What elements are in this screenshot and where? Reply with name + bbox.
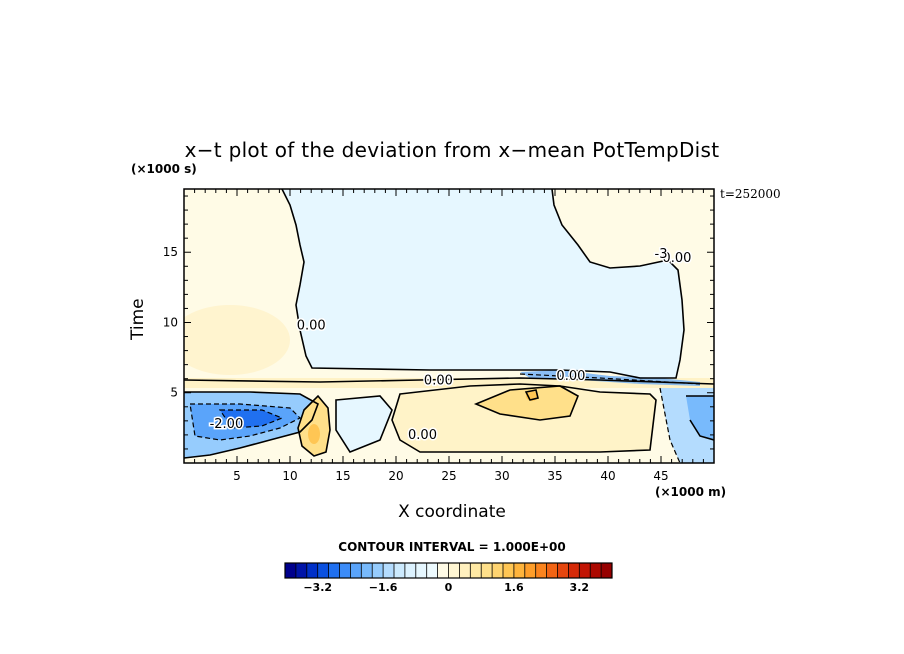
x-tick-label: 5 <box>233 469 241 483</box>
x-tick-label: 15 <box>335 469 350 483</box>
colorbar-swatch <box>579 563 591 578</box>
contour-line-center-core <box>473 385 580 421</box>
dashed-contour-left <box>189 403 302 441</box>
y-tick-label: 15 <box>163 245 178 259</box>
colorbar-swatch <box>372 563 384 578</box>
colorbar-swatch <box>437 563 449 578</box>
x-tick-label: 35 <box>547 469 562 483</box>
warm-blob-left <box>184 305 290 375</box>
colorbar-swatch <box>492 563 504 578</box>
colorbar-swatch <box>295 563 308 578</box>
contour-line-mid <box>335 395 393 453</box>
colorbar-swatch <box>535 563 547 578</box>
colorbar-swatch <box>383 563 395 578</box>
contour-label: -3 <box>655 247 668 262</box>
colorbar-swatch <box>601 563 613 578</box>
time-stamp: t=252000 <box>720 187 781 201</box>
y-axis-unit: (×1000 s) <box>131 162 197 176</box>
contour-label: 0.00 <box>408 428 437 443</box>
contour-line-band <box>184 377 714 385</box>
colorbar-swatch <box>590 563 602 578</box>
axes: 5 10 15 20 25 30 35 40 45 5 10 15 <box>163 188 715 483</box>
x-tick-label: 10 <box>282 469 297 483</box>
dashed-contour-right <box>659 387 681 463</box>
colorbar-swatch <box>557 563 569 578</box>
colorbar-swatch <box>470 563 482 578</box>
contour-label: 0.00 <box>662 251 691 266</box>
colorbar-swatch <box>568 563 580 578</box>
contour-line-right <box>686 395 714 441</box>
contour-label: -2.00 <box>210 417 244 432</box>
contour-line-center <box>391 383 657 453</box>
chart-title: x−t plot of the deviation from x−mean Po… <box>184 138 720 162</box>
colorbar-swatch <box>361 563 373 578</box>
dashed-contour-streak <box>519 373 701 385</box>
contour-line-left <box>184 391 319 459</box>
contour-interval-label: CONTOUR INTERVAL = 1.000E+00 <box>338 540 566 554</box>
negative-contour-lines <box>189 373 701 463</box>
colorbar-swatch <box>546 563 558 578</box>
contour-label: 0.00 <box>424 373 453 388</box>
colorbar-swatch <box>306 563 318 578</box>
colorbar-swatch <box>459 563 471 578</box>
warm-band <box>184 378 714 388</box>
y-tick-label: 10 <box>163 315 178 329</box>
colorbar-tick-label: 0 <box>445 581 453 594</box>
colorbar-swatch <box>394 563 406 578</box>
colorbar-swatch <box>426 563 438 578</box>
contour-label: 0.00 <box>297 319 326 334</box>
x-axis-unit: (×1000 m) <box>655 485 727 499</box>
negative-core-left-deep <box>220 410 282 428</box>
x-axis-label: X coordinate <box>398 502 506 522</box>
negative-region-upper <box>282 189 684 378</box>
warm-core-x12 <box>308 424 320 444</box>
cool-patch-mid <box>336 396 392 452</box>
colorbar-tick-label: −1.6 <box>369 581 398 594</box>
dashed-contour-left-deep <box>218 409 284 429</box>
x-tick-label: 20 <box>388 469 403 483</box>
colorbar-swatch <box>513 563 526 578</box>
x-tick-label: 30 <box>494 469 509 483</box>
x-tick-label: 25 <box>441 469 456 483</box>
colorbar-frame <box>284 562 613 579</box>
colorbar-swatch <box>317 563 329 578</box>
contour-line-zero-main <box>281 189 685 379</box>
colorbar-swatch <box>350 563 362 578</box>
filled-contour-field: -2.000.000.000.000.000.00-3 <box>184 189 714 463</box>
contour-line-x12 <box>297 394 331 457</box>
contour-label: 0.00 <box>556 369 585 384</box>
warm-core-center <box>476 386 578 420</box>
contour-labels: -2.000.000.000.000.000.00-3 <box>208 245 693 444</box>
colorbar-swatch <box>415 563 427 578</box>
colorbar-tick-label: −3.2 <box>303 581 332 594</box>
colorbar-swatch <box>285 563 297 578</box>
colorbar-swatch <box>503 563 515 578</box>
x-tick-label: 45 <box>653 469 668 483</box>
colorbar: −3.2 −1.6 0 1.6 3.2 <box>284 562 613 594</box>
colorbar-tick-label: 1.6 <box>504 581 524 594</box>
contour-lines <box>184 189 714 459</box>
x-tick-label: 40 <box>600 469 615 483</box>
colorbar-swatch <box>448 563 460 578</box>
negative-core-right <box>686 396 714 440</box>
colorbar-swatch <box>404 563 417 578</box>
y-tick-label: 5 <box>170 386 178 400</box>
colorbar-swatch <box>481 563 493 578</box>
colorbar-swatch <box>328 563 340 578</box>
colorbar-swatch <box>339 563 351 578</box>
colorbar-tick-label: 3.2 <box>570 581 590 594</box>
colorbar-swatch <box>524 563 536 578</box>
contour-line-peak <box>524 389 539 401</box>
